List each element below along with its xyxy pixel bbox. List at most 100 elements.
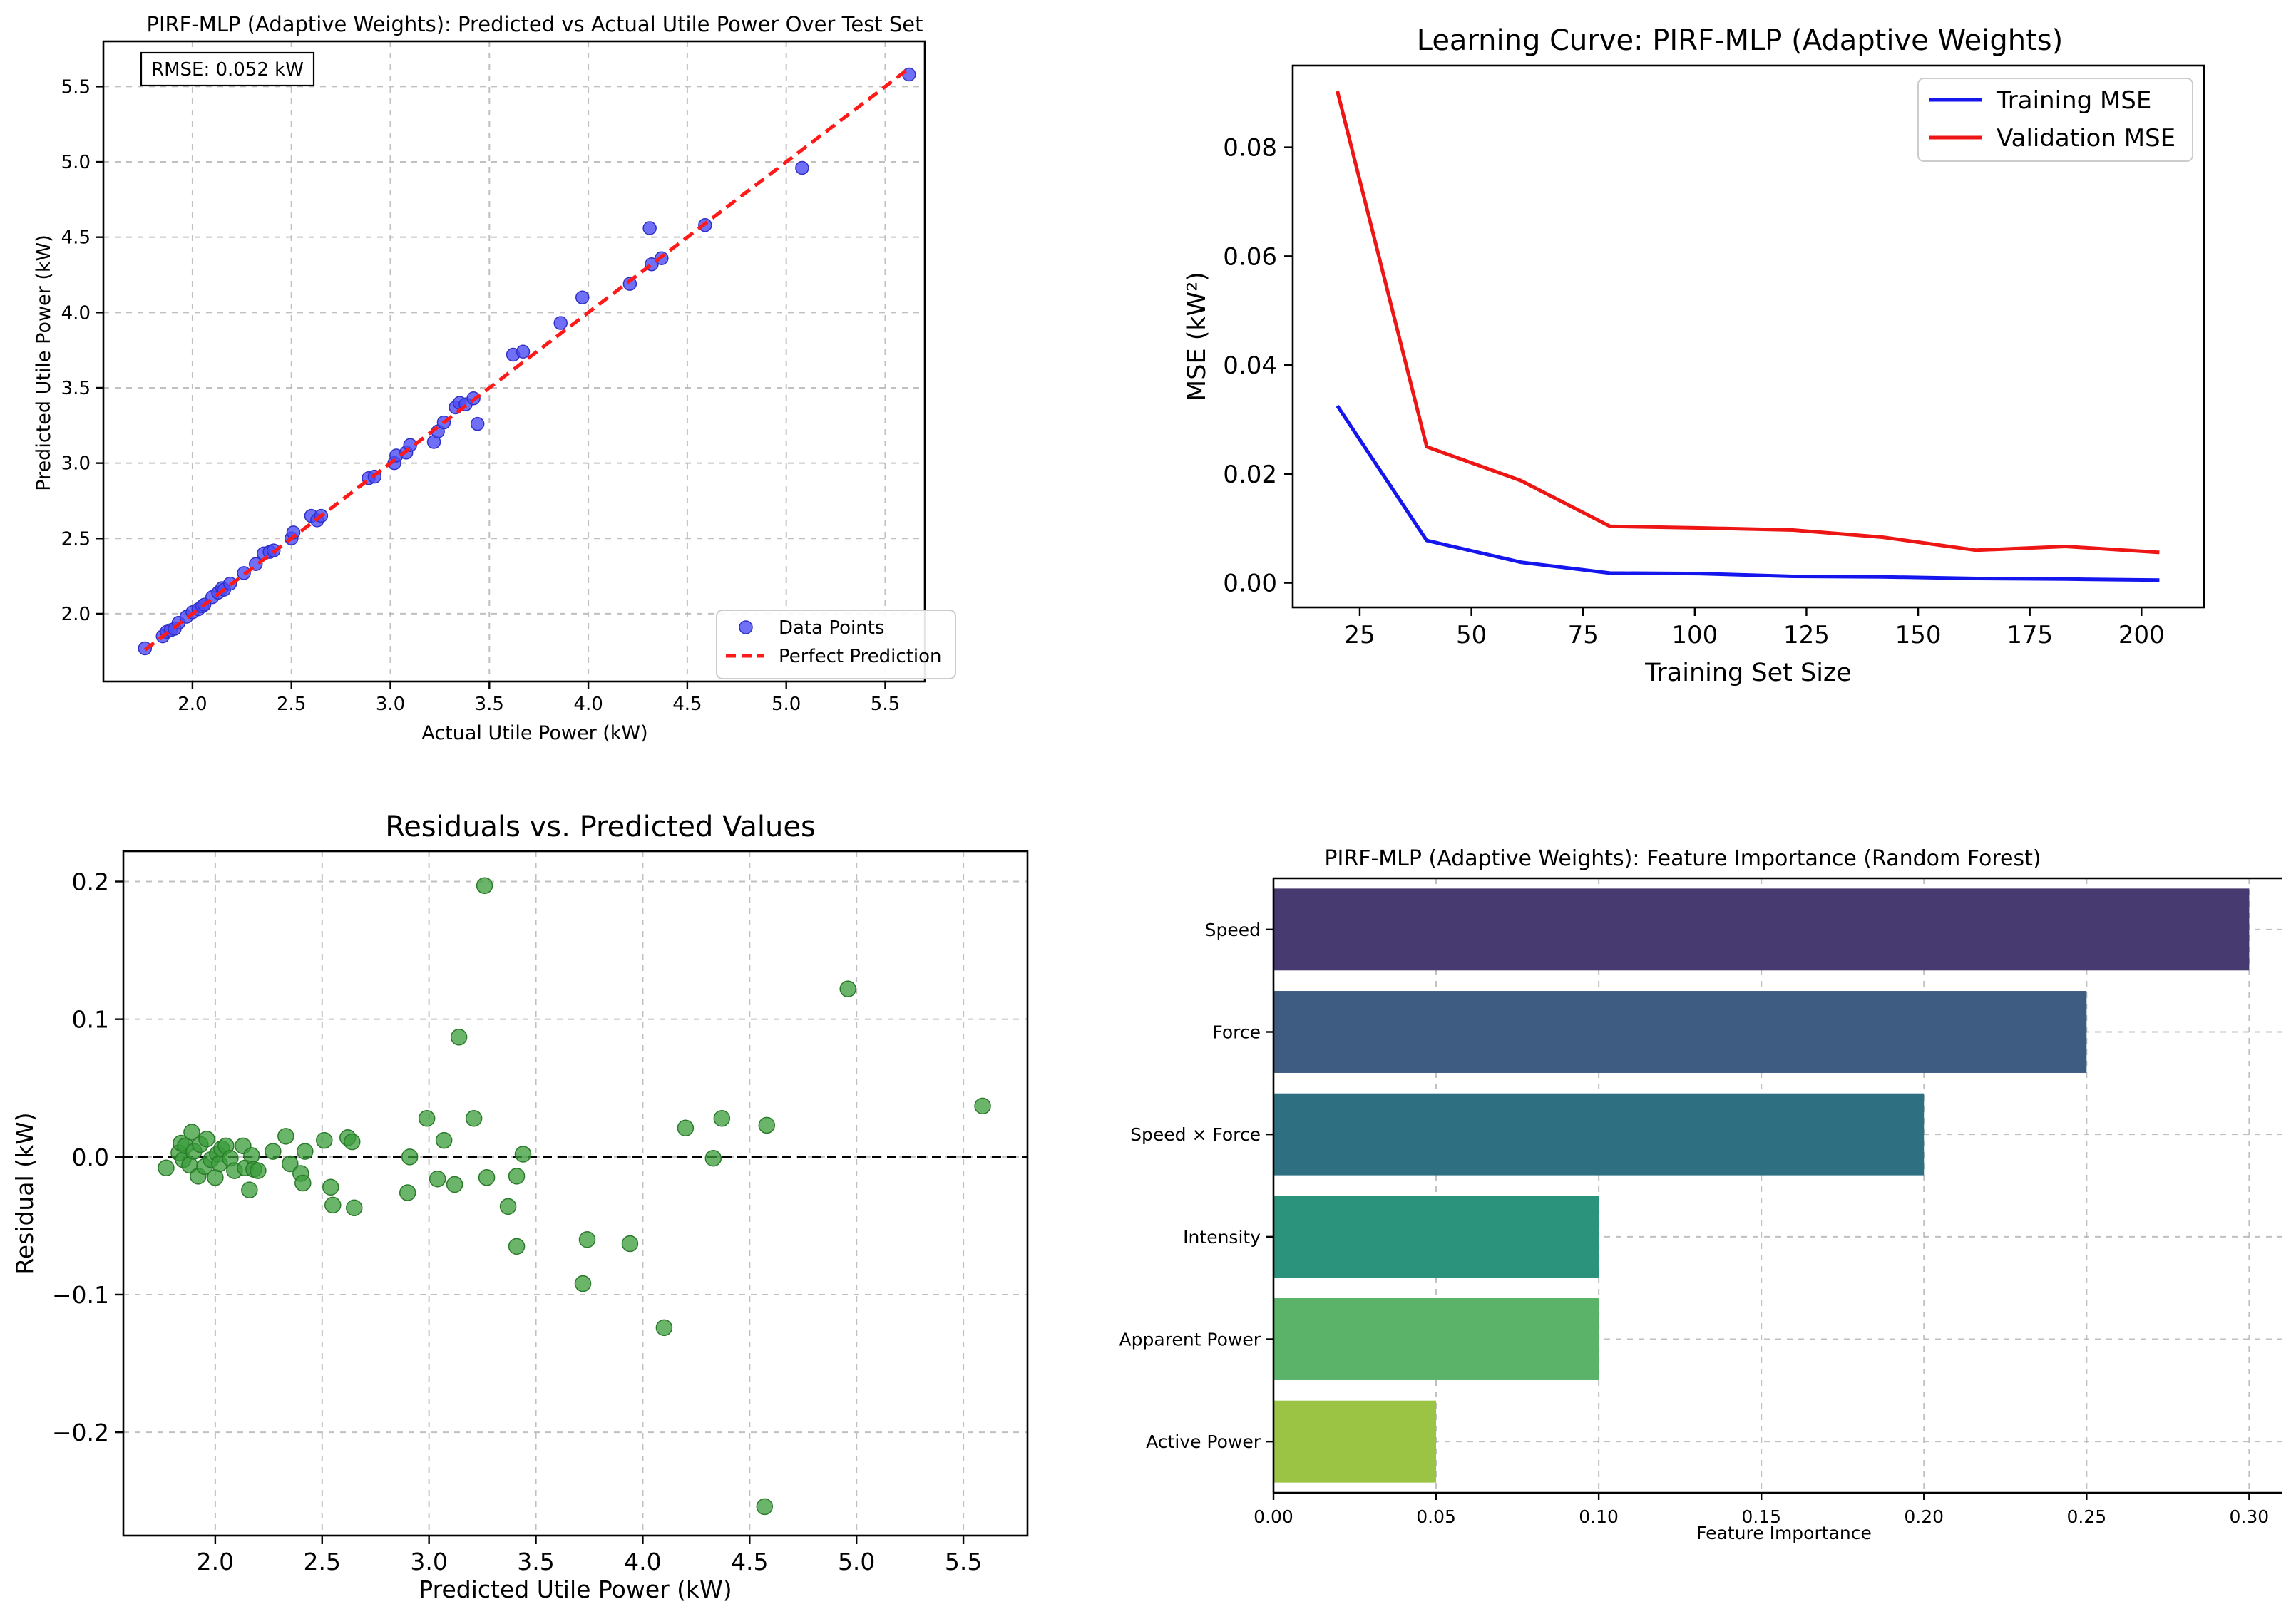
chart4-x-tick-label: 0.20 [1904,1506,1944,1527]
legend-training-mse-label: Training MSE [1996,86,2151,115]
chart3-axes-frame [122,850,1029,1537]
feature-label: Speed × Force [1130,1124,1261,1145]
feature-bar [1273,1298,1599,1380]
chart1-y-label: Predicted Utile Power (kW) [33,235,55,491]
residual-point [465,1109,483,1127]
chart4-x-tick-label: 0.00 [1254,1506,1293,1527]
chart3-y-tick-label: 0.1 [72,1006,109,1034]
residual-point [508,1238,526,1255]
residual-point [324,1196,342,1214]
legend-data-points-marker [739,620,753,634]
training-mse-line [1336,405,2160,582]
chart2-x-label: Training Set Size [1644,659,1852,687]
chart3-x-tick-label: 2.5 [304,1548,341,1575]
residual-point [158,1159,175,1177]
chart2-axes-frame [1291,64,2205,609]
chart1-x-tick-label: 2.0 [178,694,207,715]
chart4-x-label: Feature Importance [1696,1523,1872,1543]
legend-validation-mse-label: Validation MSE [1997,124,2175,153]
data-point [622,277,637,291]
chart2-legend: Training MSE Validation MSE [1917,78,2193,162]
residual-point [578,1230,596,1248]
chart4-x-tick-label: 0.10 [1579,1506,1619,1527]
rmse-annotation-box [140,51,315,87]
residual-point [514,1146,532,1163]
chart1-x-tick-label: 4.0 [573,694,603,715]
chart2-x-tick-label: 25 [1344,621,1375,649]
chart1-legend: Data Points Perfect Prediction [716,610,956,679]
residual-point [476,877,493,895]
chart2-x-tick-label: 100 [1671,621,1718,649]
chart1-y-tick-label: 5.5 [61,76,91,98]
residual-point [974,1097,991,1115]
chart1-x-tick-label: 5.5 [871,694,900,715]
chart2-y-tick-label: 0.00 [1223,570,1277,598]
chart1-y-tick-label: 2.5 [61,528,91,550]
feature-bar [1273,991,2087,1073]
chart3-x-label: Predicted Utile Power (kW) [419,1575,732,1603]
feature-bar [1273,1093,1925,1176]
feature-bar [1273,1196,1599,1278]
residual-point [241,1181,258,1198]
data-point [642,221,657,235]
data-point [575,290,590,304]
chart1-y-tick-label: 5.0 [61,152,91,173]
residual-point [282,1155,299,1173]
chart2-x-tick-label: 175 [2007,621,2053,649]
chart2-y-tick-label: 0.06 [1223,242,1277,271]
learning-curve-chart: Learning Curve: PIRF-MLP (Adaptive Weigh… [1183,24,2205,687]
feature-label: Intensity [1183,1227,1261,1248]
chart1-y-tick-label: 4.0 [61,302,91,324]
chart3-y-tick-label: 0.0 [72,1143,109,1171]
data-point [795,160,809,175]
feature-label: Speed [1205,920,1261,940]
chart1-y-tick-label: 2.0 [61,604,91,625]
chart2-y-label: MSE (kW²) [1183,272,1211,401]
residual-point [450,1029,468,1046]
residual-point [446,1176,463,1193]
chart2-x-tick-label: 150 [1895,621,1942,649]
chart3-title: Residuals vs. Predicted Values [385,811,816,843]
residual-point [429,1170,446,1188]
chart2-y-tick-label: 0.02 [1223,461,1277,489]
residual-point [399,1184,416,1201]
residual-point [704,1149,722,1167]
residual-point [655,1319,673,1337]
residual-point [277,1128,294,1145]
chart2-x-tick-label: 75 [1568,621,1599,649]
chart2-x-tick-label: 50 [1456,621,1487,649]
data-point [470,416,485,431]
residual-point [322,1178,339,1196]
chart3-x-tick-label: 3.5 [517,1548,554,1575]
chart2-y-tick-label: 0.08 [1223,134,1277,163]
residual-point [265,1143,282,1160]
rmse-annotation: RMSE: 0.052 kW [151,59,304,81]
chart2-x-tick-label: 125 [1783,621,1830,649]
data-point [553,316,568,330]
chart1-x-tick-label: 3.5 [475,694,504,715]
residual-point [499,1198,517,1215]
chart3-x-tick-label: 4.0 [624,1548,661,1575]
chart4-title: PIRF-MLP (Adaptive Weights): Feature Imp… [1324,846,2041,871]
feature-label: Force [1212,1022,1261,1043]
residual-point [183,1124,200,1141]
chart1-y-tick-label: 3.5 [61,378,91,399]
chart2-x-tick-label: 200 [2118,621,2165,649]
residual-point [345,1199,363,1217]
chart3-y-tick-label: −0.2 [52,1419,109,1446]
residual-point [343,1133,361,1151]
chart1-x-tick-label: 3.0 [376,694,405,715]
chart3-y-tick-label: 0.2 [72,868,109,895]
chart3-y-label: Residual (kW) [11,1112,39,1274]
residual-point [401,1148,419,1166]
chart1-x-label: Actual Utile Power (kW) [421,722,647,744]
residual-point [435,1131,453,1149]
validation-mse-line [1336,91,2160,555]
residuals-chart: Residuals vs. Predicted Values 2.0 2.5 3.0… [11,811,1029,1603]
legend-data-points-label: Data Points [779,617,884,639]
residual-point [574,1275,592,1292]
residual-point [418,1109,436,1127]
residual-point [508,1168,526,1185]
residual-point [294,1174,312,1192]
chart4-x-tick-label: 0.15 [1741,1506,1781,1527]
